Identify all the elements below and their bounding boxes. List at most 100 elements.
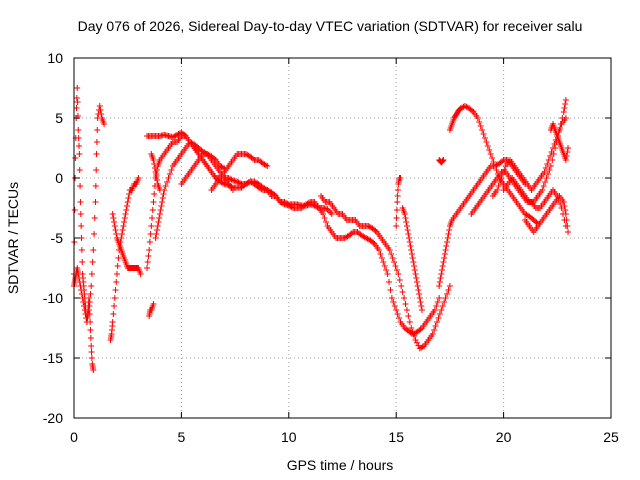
data-point-marker [446, 283, 453, 289]
data-point-marker [444, 239, 451, 245]
data-point-marker [547, 153, 554, 159]
data-point-marker [110, 311, 117, 317]
data-point-marker [419, 343, 426, 350]
data-point-marker [73, 105, 80, 111]
data-point-marker [386, 247, 393, 253]
data-point-marker [403, 307, 410, 313]
data-point-marker [76, 143, 83, 149]
data-point-marker [495, 183, 502, 189]
data-point-marker [98, 111, 105, 117]
data-point-marker [477, 123, 484, 129]
data-point-marker [388, 295, 395, 301]
data-point-marker [157, 207, 164, 213]
data-point-marker [280, 200, 287, 207]
data-point-marker [414, 283, 421, 289]
data-point-marker [408, 247, 415, 253]
data-point-marker [396, 315, 403, 321]
data-point-marker [229, 187, 236, 193]
data-point-marker [111, 223, 118, 229]
data-point-marker [111, 295, 118, 301]
data-point-marker [376, 247, 383, 253]
data-point-marker [181, 131, 188, 138]
data-point-marker [476, 119, 483, 125]
data-point-marker [402, 215, 409, 221]
data-point-marker [438, 271, 445, 277]
data-point-marker [79, 259, 86, 265]
data-point-marker [439, 263, 446, 269]
data-point-marker [77, 211, 84, 217]
data-point-marker [497, 179, 504, 185]
data-point-marker [499, 171, 506, 177]
data-point-marker [74, 85, 81, 91]
data-point-marker [429, 331, 436, 337]
data-point-marker [211, 155, 218, 162]
data-point-marker [115, 255, 122, 261]
data-point-marker [406, 319, 413, 325]
data-point-marker [77, 283, 84, 289]
data-point-marker [564, 223, 571, 229]
data-point-marker [146, 247, 153, 253]
data-point-marker [393, 267, 400, 273]
data-point-marker [381, 263, 388, 269]
data-point-marker [501, 167, 508, 173]
data-point-marker [411, 267, 418, 273]
data-point-marker [147, 231, 154, 237]
data-point-marker [396, 277, 403, 283]
data-point-marker [431, 327, 438, 333]
data-point-marker [79, 295, 86, 301]
data-point-marker [149, 215, 156, 221]
data-point-marker [88, 349, 95, 355]
data-point-marker [114, 263, 121, 269]
data-point-marker [561, 203, 568, 209]
data-point-marker [380, 259, 387, 265]
data-point-marker [384, 271, 391, 277]
data-point-marker [74, 99, 81, 105]
data-point-marker [76, 275, 83, 281]
data-point-marker [490, 159, 497, 165]
y-tick-label: -15 [43, 350, 63, 366]
data-point-marker [563, 153, 570, 159]
data-point-marker [237, 180, 244, 187]
data-point-marker [562, 101, 569, 107]
data-point-marker [85, 311, 92, 317]
data-point-marker [446, 227, 453, 233]
data-point-marker [404, 227, 411, 233]
data-point-marker [549, 157, 556, 163]
data-point-marker [264, 163, 271, 169]
data-point-marker [436, 295, 443, 301]
data-point-marker [441, 255, 448, 261]
data-point-marker [439, 303, 446, 309]
data-point-marker [407, 243, 414, 249]
data-point-marker [151, 161, 158, 167]
data-point-marker [149, 207, 156, 213]
data-point-marker [398, 283, 405, 289]
data-point-marker [444, 235, 451, 241]
data-point-marker [413, 275, 420, 281]
data-point-marker [372, 227, 379, 234]
data-point-marker [409, 255, 416, 261]
data-point-marker [559, 115, 566, 121]
data-point-marker [137, 271, 144, 277]
data-point-marker [92, 183, 99, 189]
data-point-marker [77, 183, 84, 189]
data-point-marker [544, 171, 551, 177]
data-point-marker [151, 165, 158, 171]
data-point-marker [158, 203, 165, 209]
data-point-marker [150, 301, 157, 307]
data-point-marker [393, 307, 400, 313]
data-point-marker [417, 299, 424, 305]
data-point-marker [418, 307, 425, 313]
data-point-marker [288, 204, 295, 211]
data-point-marker [156, 211, 163, 217]
data-point-marker [76, 151, 83, 157]
data-point-marker [90, 247, 97, 253]
data-point-marker [119, 227, 126, 233]
data-point-marker [411, 263, 418, 269]
data-point-marker [439, 267, 446, 273]
data-point-marker [562, 211, 569, 217]
data-point-marker [92, 199, 99, 205]
data-point-marker [408, 251, 415, 257]
data-point-marker [539, 187, 546, 193]
data-point-marker [391, 259, 398, 265]
